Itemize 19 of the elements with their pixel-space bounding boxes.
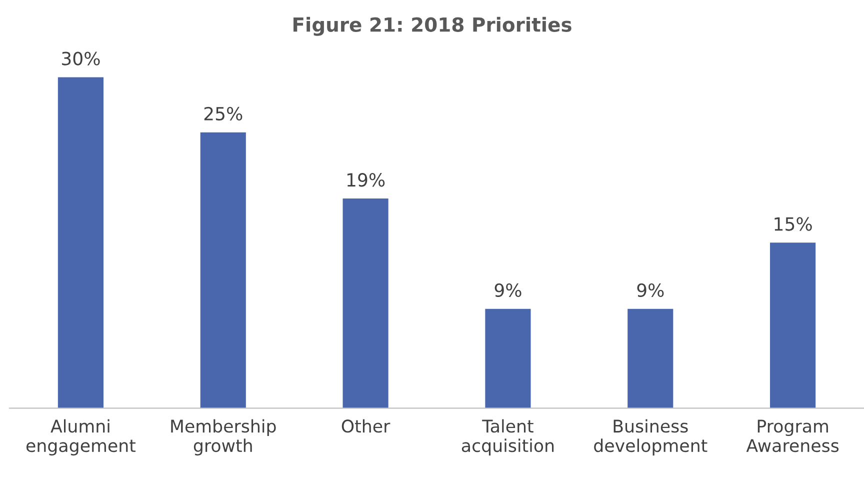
bar <box>200 132 246 408</box>
data-label: 25% <box>204 106 242 121</box>
data-label: 15% <box>774 217 812 231</box>
data-label: 19% <box>347 173 385 187</box>
x-tick-label: Talent acquisition <box>462 419 554 456</box>
data-label: 9% <box>637 283 664 298</box>
bar <box>485 308 531 408</box>
bar <box>628 308 674 408</box>
bar <box>58 77 104 408</box>
x-tick-label: Alumni engagement <box>26 419 136 456</box>
bar <box>342 198 388 408</box>
chart-title: Figure 21: 2018 Priorities <box>293 16 572 36</box>
x-tick-label: Other <box>342 419 390 433</box>
x-tick-label: Membership growth <box>171 419 276 456</box>
x-tick-label: Business development <box>594 419 708 456</box>
data-label: 30% <box>62 52 100 66</box>
data-label: 9% <box>494 283 522 298</box>
x-tick-label: Program Awareness <box>746 420 839 452</box>
bar <box>770 242 816 408</box>
